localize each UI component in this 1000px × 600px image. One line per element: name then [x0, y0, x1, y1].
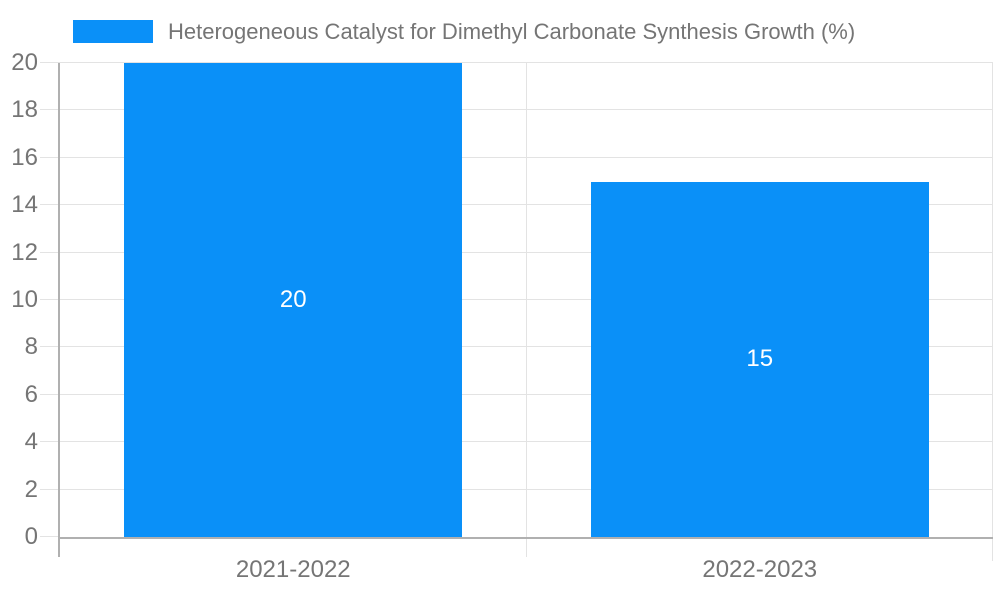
y-gridline [60, 62, 993, 63]
bar-value-label: 15 [746, 345, 774, 373]
y-tick-label: 12 [11, 238, 38, 266]
bar-value-label: 20 [279, 286, 307, 313]
plot-right-edge-line [992, 63, 993, 561]
y-axis-tick [40, 536, 60, 537]
legend-swatch [73, 20, 153, 43]
y-tick-label: 18 [11, 96, 38, 124]
y-tick-label: 8 [24, 333, 38, 361]
y-axis-tick [40, 299, 60, 300]
y-tick-label: 0 [24, 523, 38, 550]
category-divider-gridline [526, 63, 527, 557]
y-tick-label: 14 [11, 191, 38, 219]
y-axis-tick [40, 393, 60, 395]
bar[interactable] [124, 63, 463, 537]
y-axis-tick [40, 156, 60, 158]
y-axis-line [58, 63, 60, 557]
x-tick-label: 2022-2023 [702, 556, 818, 583]
legend-label: Heterogeneous Catalyst for Dimethyl Carb… [168, 18, 856, 44]
y-tick-label: 20 [11, 49, 38, 76]
y-tick-label: 4 [24, 428, 38, 456]
y-axis-tick [40, 204, 60, 206]
y-axis-tick [40, 441, 60, 443]
y-tick-label: 6 [24, 380, 38, 408]
y-tick-label: 10 [11, 286, 38, 313]
y-axis-tick [40, 346, 60, 348]
x-tick-label: 2021-2022 [235, 556, 351, 583]
y-axis-tick [40, 109, 60, 111]
y-tick-label: 16 [11, 143, 38, 171]
x-axis-line [58, 537, 993, 539]
y-tick-label: 2 [24, 475, 38, 503]
bar[interactable] [590, 181, 929, 537]
y-axis-tick [40, 251, 60, 253]
y-axis-tick [40, 488, 60, 490]
legend: Heterogeneous Catalyst for Dimethyl Carb… [73, 18, 856, 44]
y-axis-tick [40, 62, 60, 63]
